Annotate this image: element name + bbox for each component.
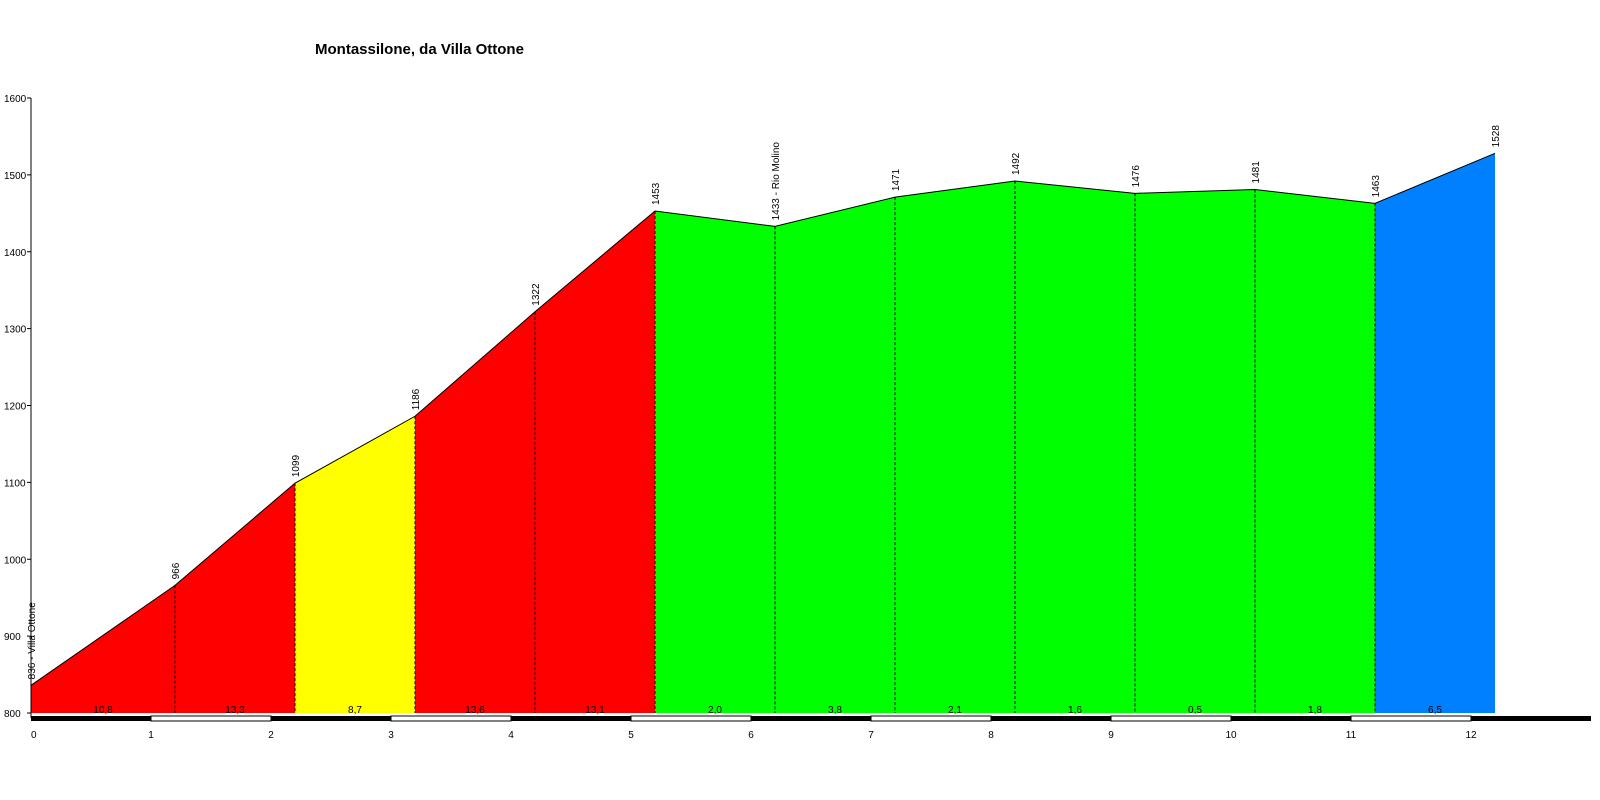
x-tick-label: 5 [628, 730, 634, 741]
y-tick-label: 1500 [4, 171, 27, 182]
gradient-label: 3,8 [828, 705, 842, 716]
x-tick-label: 7 [868, 730, 874, 741]
gradient-segment-4 [415, 311, 535, 713]
y-tick-label: 1600 [4, 94, 27, 105]
distance-scale-block [630, 715, 752, 722]
elevation-label: 1463 [1371, 175, 1382, 198]
elevation-label: 1186 [411, 388, 422, 410]
x-tick-label: 1 [148, 730, 154, 741]
gradient-segment-7 [775, 197, 895, 713]
elevation-label: 1433 - Rio Molino [771, 142, 782, 221]
distance-scale-block [1231, 716, 1351, 721]
elevation-label: 1481 [1251, 161, 1262, 184]
gradient-labels: 10,8 13,3 8,7 13,6 13,1 2,0 3,8 2,1 1,6 0,5 1,8 6,5 [93, 705, 1442, 716]
elevation-label: 1492 [1011, 152, 1022, 175]
chart-title: Montassilone, da Villa Ottone [315, 41, 524, 58]
gradient-segments [31, 153, 1495, 714]
gradient-label: 13,6 [465, 705, 485, 716]
distance-scale-block [31, 716, 151, 721]
gradient-label: 10,8 [93, 705, 113, 716]
gradient-segment-12 [1375, 153, 1495, 714]
gradient-segment-10 [1135, 189, 1255, 713]
segment-dividers [174, 181, 1376, 713]
profile-outline [30, 152, 1496, 686]
x-tick-label: 10 [1225, 730, 1237, 741]
distance-scale-block [150, 715, 272, 722]
gradient-label: 8,7 [348, 705, 362, 716]
distance-scale-block [1471, 716, 1591, 721]
gradient-label: 2,1 [948, 705, 962, 716]
gradient-segment-6 [655, 211, 775, 713]
elevation-label: 836 - Villa Ottone [27, 602, 38, 680]
y-tick-label: 1300 [4, 325, 27, 336]
x-tick-label: 4 [508, 730, 514, 741]
x-tick-label: 9 [1108, 730, 1114, 741]
gradient-segment-2 [175, 483, 295, 713]
gradient-segment-11 [1255, 189, 1375, 713]
x-tick-label: 12 [1465, 730, 1477, 741]
gradient-label: 1,8 [1308, 705, 1322, 716]
x-tick-label: 8 [988, 730, 994, 741]
gradient-label: 1,6 [1068, 705, 1082, 716]
elevation-label: 1476 [1131, 165, 1142, 188]
x-tick-label: 3 [388, 730, 394, 741]
elevation-label: 1471 [891, 168, 902, 191]
distance-scale-block [751, 716, 871, 721]
elevation-label: 1528 [1491, 125, 1502, 148]
x-tick-label: 2 [268, 730, 274, 741]
elevation-label: 1453 [651, 182, 662, 205]
distance-scale-block [271, 716, 391, 721]
y-tick-label: 1000 [4, 555, 27, 566]
y-tick-label: 800 [4, 709, 21, 720]
gradient-segment-1 [31, 585, 175, 713]
elevation-label: 1099 [291, 454, 302, 477]
y-tick-label: 1200 [4, 402, 27, 413]
profile-line [30, 152, 1496, 686]
distance-scale-block [991, 716, 1111, 721]
gradient-label: 13,1 [585, 705, 605, 716]
gradient-segment-9 [1015, 181, 1135, 713]
x-tick-label: 6 [748, 730, 754, 741]
gradient-segment-5 [535, 211, 655, 713]
y-tick-label: 1100 [4, 478, 26, 489]
gradient-label: 2,0 [708, 705, 722, 716]
elevation-labels: 836 - Villa Ottone 966 1099 1186 1322 1453 143… [27, 125, 1502, 680]
distance-scale-block [511, 716, 631, 721]
gradient-label: 6,5 [1428, 705, 1442, 716]
x-tick-label: 0 [31, 730, 37, 741]
distance-scale-block [1350, 715, 1472, 722]
gradient-segment-3 [295, 416, 415, 713]
elevation-label: 966 [171, 562, 182, 579]
gradient-segment-8 [895, 181, 1015, 713]
y-tick-label: 900 [4, 632, 21, 643]
gradient-label: 13,3 [225, 705, 245, 716]
gradient-label: 0,5 [1188, 705, 1202, 716]
distance-scale-block [1110, 715, 1232, 722]
x-tick-label: 11 [1346, 730, 1357, 741]
distance-scale-block [870, 715, 992, 722]
distance-scale-block [390, 715, 512, 722]
elevation-label: 1322 [531, 283, 542, 306]
y-tick-label: 1400 [4, 248, 27, 259]
